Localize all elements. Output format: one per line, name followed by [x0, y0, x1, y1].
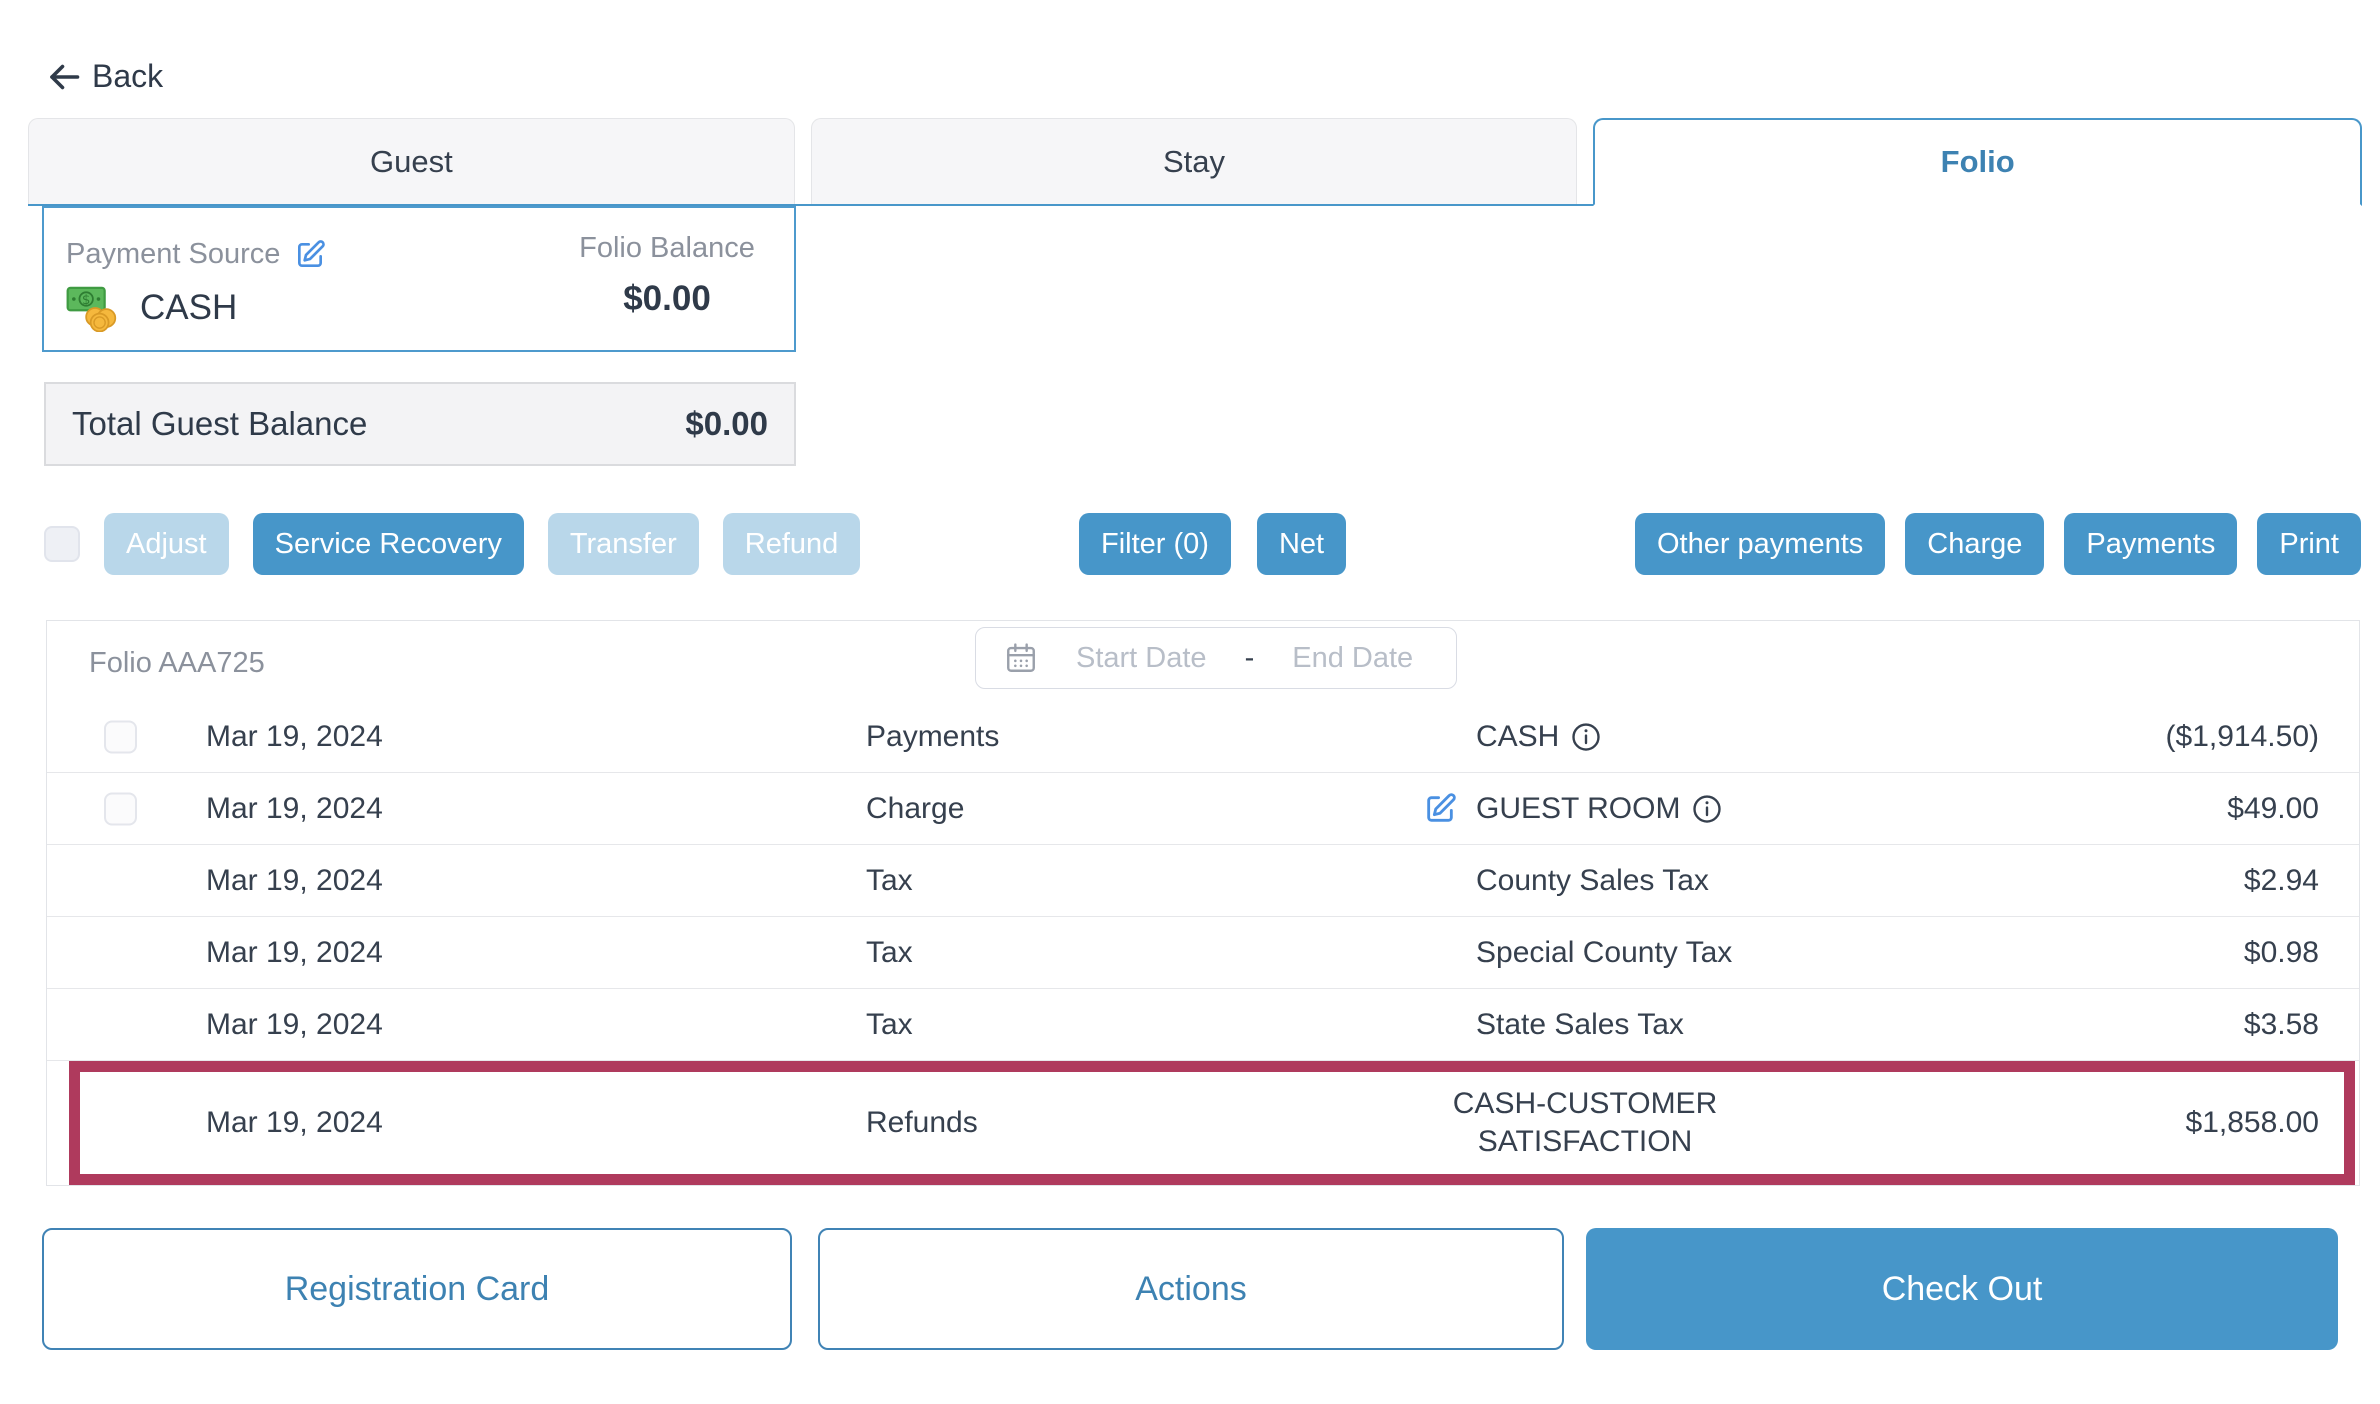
- select-all-checkbox[interactable]: [44, 526, 80, 562]
- table-row: Mar 19, 2024 Tax County Sales Tax $2.94: [47, 845, 2359, 917]
- check-out-label: Check Out: [1881, 1269, 2043, 1308]
- payments-button[interactable]: Payments: [2064, 513, 2238, 575]
- row-type: Tax: [866, 935, 913, 969]
- row-type: Charge: [866, 791, 965, 825]
- table-row: Mar 19, 2024 Charge GUEST ROOM $49.00: [47, 773, 2359, 845]
- refund-button[interactable]: Refund: [722, 513, 861, 575]
- edit-pencil-icon[interactable]: [1423, 792, 1457, 826]
- end-date-placeholder[interactable]: End Date: [1292, 641, 1414, 674]
- table-row: Mar 19, 2024 Tax Special County Tax $0.9…: [47, 917, 2359, 989]
- registration-card-label: Registration Card: [284, 1269, 550, 1308]
- folio-rows: Mar 19, 2024 Payments CASH ($1,914.50) M…: [47, 701, 2359, 1185]
- charge-button[interactable]: Charge: [1905, 513, 2045, 575]
- svg-text:$: $: [82, 293, 91, 308]
- net-button[interactable]: Net: [1256, 513, 1347, 575]
- check-out-button[interactable]: Check Out: [1586, 1228, 2338, 1350]
- print-button[interactable]: Print: [2257, 513, 2361, 575]
- transfer-button[interactable]: Transfer: [547, 513, 699, 575]
- calendar-icon: [1007, 643, 1035, 672]
- payment-source-card: Payment Source $ CASH Folio Balance $0.0…: [42, 206, 796, 352]
- service-recovery-button[interactable]: Service Recovery: [252, 513, 524, 575]
- back-button[interactable]: Back: [46, 58, 163, 95]
- info-circle-icon[interactable]: [1692, 794, 1722, 824]
- row-type: Tax: [866, 863, 913, 897]
- filter-button[interactable]: Filter (0): [1079, 513, 1231, 575]
- row-amount: $49.00: [2227, 791, 2319, 825]
- edit-pencil-icon[interactable]: [294, 239, 326, 271]
- row-checkbox[interactable]: [104, 792, 137, 825]
- tab-stay[interactable]: Stay: [810, 118, 1578, 204]
- total-guest-balance-label: Total Guest Balance: [72, 405, 368, 442]
- info-circle-icon[interactable]: [1571, 722, 1601, 752]
- tab-guest[interactable]: Guest: [28, 118, 795, 204]
- folio-balance-value: $0.00: [623, 279, 711, 318]
- date-range-input[interactable]: Start Date - End Date: [975, 627, 1457, 689]
- tab-folio[interactable]: Folio: [1593, 118, 2363, 206]
- row-amount: $1,858.00: [2185, 1106, 2319, 1139]
- folio-panel: Folio AAA725 Start Date - End Date Mar 1…: [46, 620, 2360, 1186]
- payment-source-value: CASH: [140, 288, 238, 327]
- other-payments-button[interactable]: Other payments: [1634, 513, 1886, 575]
- arrow-left-icon: [50, 64, 80, 89]
- row-checkbox[interactable]: [104, 720, 137, 753]
- row-description: Special County Tax: [1476, 935, 1733, 969]
- row-date: Mar 19, 2024: [206, 863, 383, 897]
- row-description: CASH-CUSTOMER SATISFACTION: [1452, 1087, 1718, 1158]
- back-label: Back: [92, 58, 164, 94]
- table-row: Mar 19, 2024 Tax State Sales Tax $3.58: [47, 989, 2359, 1061]
- row-amount: $0.98: [2243, 935, 2319, 969]
- row-date: Mar 19, 2024: [206, 1007, 383, 1041]
- row-description: GUEST ROOM: [1476, 791, 1681, 825]
- folio-title: Folio AAA725: [89, 647, 265, 679]
- row-amount: $3.58: [2243, 1007, 2319, 1041]
- row-type: Refunds: [866, 1106, 978, 1139]
- actions-label: Actions: [1135, 1269, 1247, 1308]
- date-range-separator: -: [1244, 641, 1255, 674]
- tab-stay-label: Stay: [1162, 143, 1226, 179]
- row-amount: $2.94: [2243, 863, 2319, 897]
- row-type: Payments: [866, 719, 1000, 753]
- table-row: Mar 19, 2024 Payments CASH ($1,914.50): [47, 701, 2359, 773]
- row-date: Mar 19, 2024: [206, 791, 383, 825]
- row-date: Mar 19, 2024: [206, 719, 383, 753]
- start-date-placeholder[interactable]: Start Date: [1076, 641, 1207, 674]
- row-date: Mar 19, 2024: [206, 935, 383, 969]
- row-amount: ($1,914.50): [2165, 719, 2319, 753]
- row-description: State Sales Tax: [1476, 1007, 1684, 1041]
- actions-button[interactable]: Actions: [818, 1228, 1564, 1350]
- row-description: County Sales Tax: [1476, 863, 1709, 897]
- tab-bar: Guest Stay Folio: [28, 118, 2363, 206]
- total-guest-balance-row: Total Guest Balance $0.00: [44, 382, 796, 466]
- cash-banknote-coins-icon: $: [66, 286, 117, 332]
- total-guest-balance-value: $0.00: [685, 405, 768, 442]
- tab-guest-label: Guest: [369, 143, 453, 179]
- folio-toolbar: Adjust Service Recovery Transfer Refund …: [0, 512, 2380, 576]
- folio-balance-label: Folio Balance: [579, 232, 755, 264]
- registration-card-button[interactable]: Registration Card: [42, 1228, 792, 1350]
- tab-folio-label: Folio: [1940, 144, 2015, 179]
- payment-source-label: Payment Source: [66, 238, 281, 270]
- table-row-highlighted: Mar 19, 2024 Refunds CASH-CUSTOMER SATIS…: [69, 1061, 2355, 1185]
- row-date: Mar 19, 2024: [206, 1106, 383, 1139]
- row-type: Tax: [866, 1007, 913, 1041]
- adjust-button[interactable]: Adjust: [104, 513, 229, 575]
- row-description: CASH: [1476, 719, 1560, 753]
